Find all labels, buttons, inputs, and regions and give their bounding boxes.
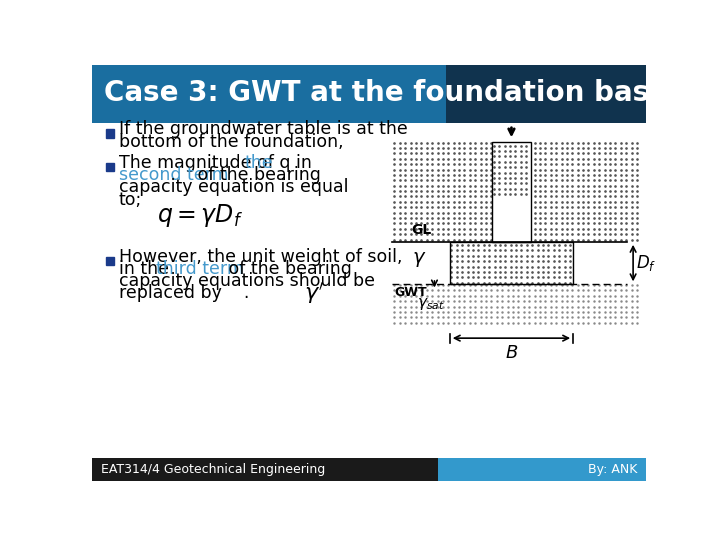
Bar	[446, 65, 647, 123]
Bar	[106, 256, 114, 265]
Text: $q = \gamma D_f$: $q = \gamma D_f$	[157, 202, 243, 229]
Text: of the bearing: of the bearing	[223, 260, 352, 278]
Text: replaced by    .: replaced by .	[119, 285, 249, 302]
Text: If the groundwater table is at the: If the groundwater table is at the	[119, 120, 408, 138]
Text: Case 3: GWT at the foundation base: Case 3: GWT at the foundation base	[104, 79, 668, 107]
Text: However, the unit weight of soil,: However, the unit weight of soil,	[119, 247, 402, 266]
Text: GWT: GWT	[395, 286, 427, 299]
Bar	[492, 142, 531, 242]
Text: of the bearing: of the bearing	[192, 166, 321, 184]
Text: GL: GL	[411, 222, 431, 237]
Text: capacity equation is equal: capacity equation is equal	[119, 178, 348, 196]
Bar	[92, 65, 647, 123]
Text: $D_f$: $D_f$	[636, 253, 657, 273]
Text: $\gamma'$: $\gamma'$	[304, 281, 324, 306]
Bar	[92, 457, 438, 481]
Text: $\gamma_{sat}$: $\gamma_{sat}$	[417, 295, 444, 312]
Text: By: ANK: By: ANK	[588, 463, 637, 476]
Text: $B$: $B$	[505, 345, 518, 362]
Bar	[106, 163, 114, 171]
Text: EAT314/4 Geotechnical Engineering: EAT314/4 Geotechnical Engineering	[101, 463, 325, 476]
Text: third term: third term	[156, 260, 244, 278]
Bar	[106, 130, 114, 138]
Text: the: the	[244, 153, 273, 172]
Text: to;: to;	[119, 191, 142, 208]
Text: second term: second term	[119, 166, 228, 184]
Bar	[450, 242, 573, 284]
Text: bottom of the foundation,: bottom of the foundation,	[119, 133, 343, 151]
Text: capacity equations should be: capacity equations should be	[119, 272, 374, 290]
Bar	[438, 457, 647, 481]
Text: The magnitude of q in: The magnitude of q in	[119, 153, 317, 172]
Text: in the: in the	[119, 260, 168, 278]
Text: $\gamma$: $\gamma$	[412, 249, 426, 269]
